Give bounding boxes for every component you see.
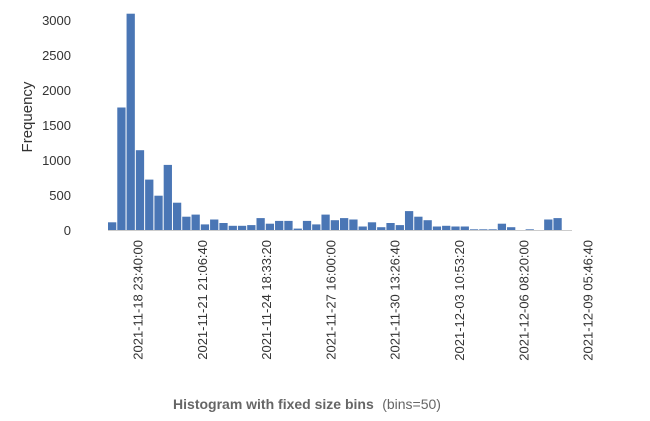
histogram-bar [228, 225, 237, 230]
y-tick-label: 1500 [42, 118, 71, 133]
y-axis-ticks: 0 500 1000 1500 2000 2500 3000 [42, 13, 71, 238]
histogram-bar [442, 225, 451, 230]
histogram-bar [507, 227, 516, 230]
y-axis-label: Frequency [19, 81, 36, 152]
histogram-bar [182, 216, 191, 230]
histogram-bar [200, 224, 210, 230]
histogram-bar [432, 226, 442, 230]
y-tick-label: 3000 [42, 13, 71, 28]
histogram-bar [404, 211, 414, 230]
chart-title: Histogram with fixed size bins (bins=50) [173, 396, 441, 413]
histogram-bars [108, 13, 562, 231]
histogram-bar [423, 220, 432, 230]
histogram-bar [265, 223, 275, 230]
histogram-bar [163, 164, 172, 230]
histogram-bar [135, 150, 145, 230]
histogram-bar [377, 227, 386, 230]
chart-title-suffix: (bins=50) [382, 396, 441, 412]
histogram-bar [414, 216, 423, 230]
histogram-bar [172, 202, 182, 230]
histogram-bar [302, 220, 312, 230]
histogram-bar [525, 229, 534, 231]
y-tick-label: 0 [64, 223, 71, 238]
y-tick-label: 2500 [42, 48, 71, 63]
histogram-bar [108, 222, 117, 230]
histogram-bar [256, 218, 265, 230]
histogram-bar [497, 223, 507, 230]
x-tick-label: 2021-12-03 10:53:20 [452, 240, 467, 361]
histogram-bar [284, 220, 293, 230]
histogram-bar [553, 218, 562, 230]
histogram-bar [479, 229, 488, 231]
histogram-bar [469, 229, 479, 231]
histogram-bar [488, 229, 497, 231]
histogram-bar [460, 226, 469, 230]
histogram-bar [145, 179, 154, 230]
histogram-bar [126, 13, 135, 231]
chart-title-main: Histogram with fixed size bins [173, 396, 374, 412]
histogram-bar [386, 223, 395, 230]
histogram-bar [237, 225, 247, 230]
x-tick-label: 2021-11-18 23:40:00 [131, 240, 146, 360]
histogram-bar [349, 219, 358, 230]
x-axis-ticks: 2021-11-18 23:40:00 2021-11-21 21:06:40 20… [131, 240, 596, 361]
histogram-bar [340, 218, 349, 230]
histogram-bar [544, 219, 553, 230]
y-tick-label: 1000 [42, 153, 71, 168]
x-tick-label: 2021-12-09 05:46:40 [581, 240, 596, 361]
histogram-bar [191, 214, 200, 230]
y-tick-label: 2000 [42, 83, 71, 98]
histogram-bar [312, 224, 321, 230]
x-tick-label: 2021-11-27 16:00:00 [323, 240, 338, 360]
x-tick-label: 2021-12-06 08:20:00 [516, 240, 531, 361]
histogram-bar [210, 219, 219, 230]
histogram-bar [367, 222, 377, 230]
x-tick-label: 2021-11-24 18:33:20 [259, 240, 274, 360]
histogram-bar [117, 107, 126, 230]
histogram-bar [358, 226, 367, 230]
histogram-bar [293, 228, 302, 230]
histogram-bar [330, 220, 339, 230]
histogram-bar [275, 220, 284, 230]
histogram-bar [247, 225, 256, 230]
histogram-bar [321, 214, 330, 230]
histogram-bar [395, 225, 404, 230]
histogram-bar [451, 226, 460, 230]
y-tick-label: 500 [49, 188, 71, 203]
x-tick-label: 2021-11-30 13:26:40 [388, 240, 403, 360]
histogram-bar [154, 195, 163, 230]
x-tick-label: 2021-11-21 21:06:40 [195, 240, 210, 360]
histogram-bar [219, 223, 228, 230]
